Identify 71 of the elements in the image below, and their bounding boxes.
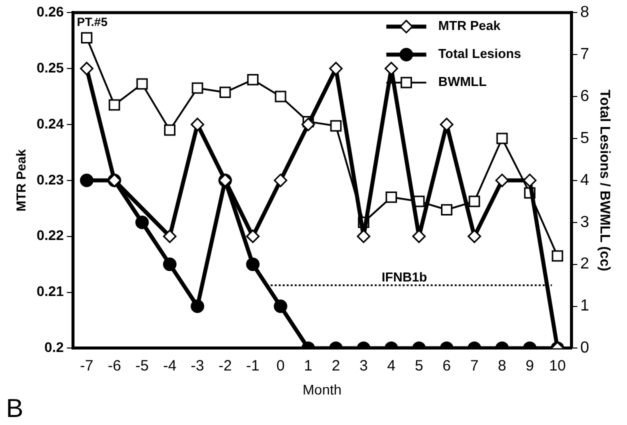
x-tick-label: -6: [108, 357, 122, 374]
point: [80, 32, 92, 44]
x-tick-label: 1: [304, 357, 312, 374]
y2-axis-title: Total Lesions / BWMLL (cc): [598, 90, 614, 272]
y-tick-label: 0.25: [36, 59, 64, 76]
y2-tick-label: 2: [580, 256, 590, 273]
point: [329, 62, 343, 76]
y-tick-label: 0.24: [36, 115, 64, 132]
annotation: PT.#5: [76, 14, 108, 29]
y-tick-label: 0.22: [36, 227, 64, 244]
y2-tick-label: 3: [580, 214, 590, 231]
x-tick-label: 7: [470, 357, 479, 374]
x-tick-label: 2: [332, 357, 340, 374]
annotation: IFNB1b: [382, 269, 428, 284]
x-tick-label: 5: [414, 357, 424, 374]
y-axis-title: MTR Peak: [13, 148, 28, 212]
x-tick-label: 0: [276, 357, 285, 374]
y2-tick-label: 4: [580, 172, 590, 189]
point: [247, 74, 259, 86]
point: [246, 230, 260, 244]
x-tick-label: -4: [163, 357, 176, 374]
legend-label: Total Lesions: [438, 46, 522, 62]
y2-tick-label: 5: [580, 130, 590, 147]
x-tick-label: -5: [135, 357, 149, 374]
y-tick-label: 0.2: [44, 339, 64, 356]
x-tick-label: 9: [526, 357, 534, 374]
point: [80, 62, 94, 76]
x-tick-label: -3: [190, 357, 204, 374]
point: [523, 174, 537, 188]
point: [496, 132, 508, 144]
point: [468, 196, 480, 208]
y2-tick-label: 1: [580, 298, 590, 315]
x-tick-label: 8: [498, 357, 506, 374]
x-tick-label: -1: [246, 357, 260, 374]
x-axis-title: Month: [302, 381, 342, 398]
point: [136, 78, 148, 90]
point: [412, 230, 426, 244]
y-tick-label: 0.26: [36, 3, 64, 20]
point: [301, 118, 315, 132]
point: [440, 118, 454, 132]
point: [384, 62, 398, 76]
point: [330, 120, 342, 132]
y2-tick-label: 8: [580, 4, 590, 22]
point: [163, 230, 177, 244]
text: B: [6, 393, 24, 424]
legend-label: BWMLL: [438, 74, 487, 90]
y-tick-label: 0.23: [36, 171, 64, 188]
x-tick-label: 4: [387, 357, 396, 374]
point: [468, 230, 482, 244]
point: [80, 174, 94, 188]
x-tick-label: -7: [80, 357, 94, 374]
point: [190, 118, 204, 132]
point: [495, 174, 509, 188]
x-tick-label: 10: [549, 357, 566, 374]
point: [192, 82, 204, 94]
y2-tick-label: 6: [580, 88, 590, 105]
x-tick-label: -2: [218, 357, 232, 374]
point: [440, 204, 452, 216]
point: [356, 230, 370, 244]
point: [274, 174, 288, 188]
x-tick-label: 6: [442, 357, 451, 374]
x-tick-label: 3: [359, 357, 368, 374]
point: [219, 86, 231, 98]
y2-tick-label: 7: [580, 46, 590, 63]
point: [386, 191, 398, 203]
y2-tick-label: 0: [580, 340, 590, 357]
point: [274, 90, 286, 102]
point: [108, 99, 120, 111]
y-tick-label: 0.21: [36, 283, 64, 300]
point: [164, 124, 176, 136]
legend-label: MTR Peak: [438, 18, 502, 34]
